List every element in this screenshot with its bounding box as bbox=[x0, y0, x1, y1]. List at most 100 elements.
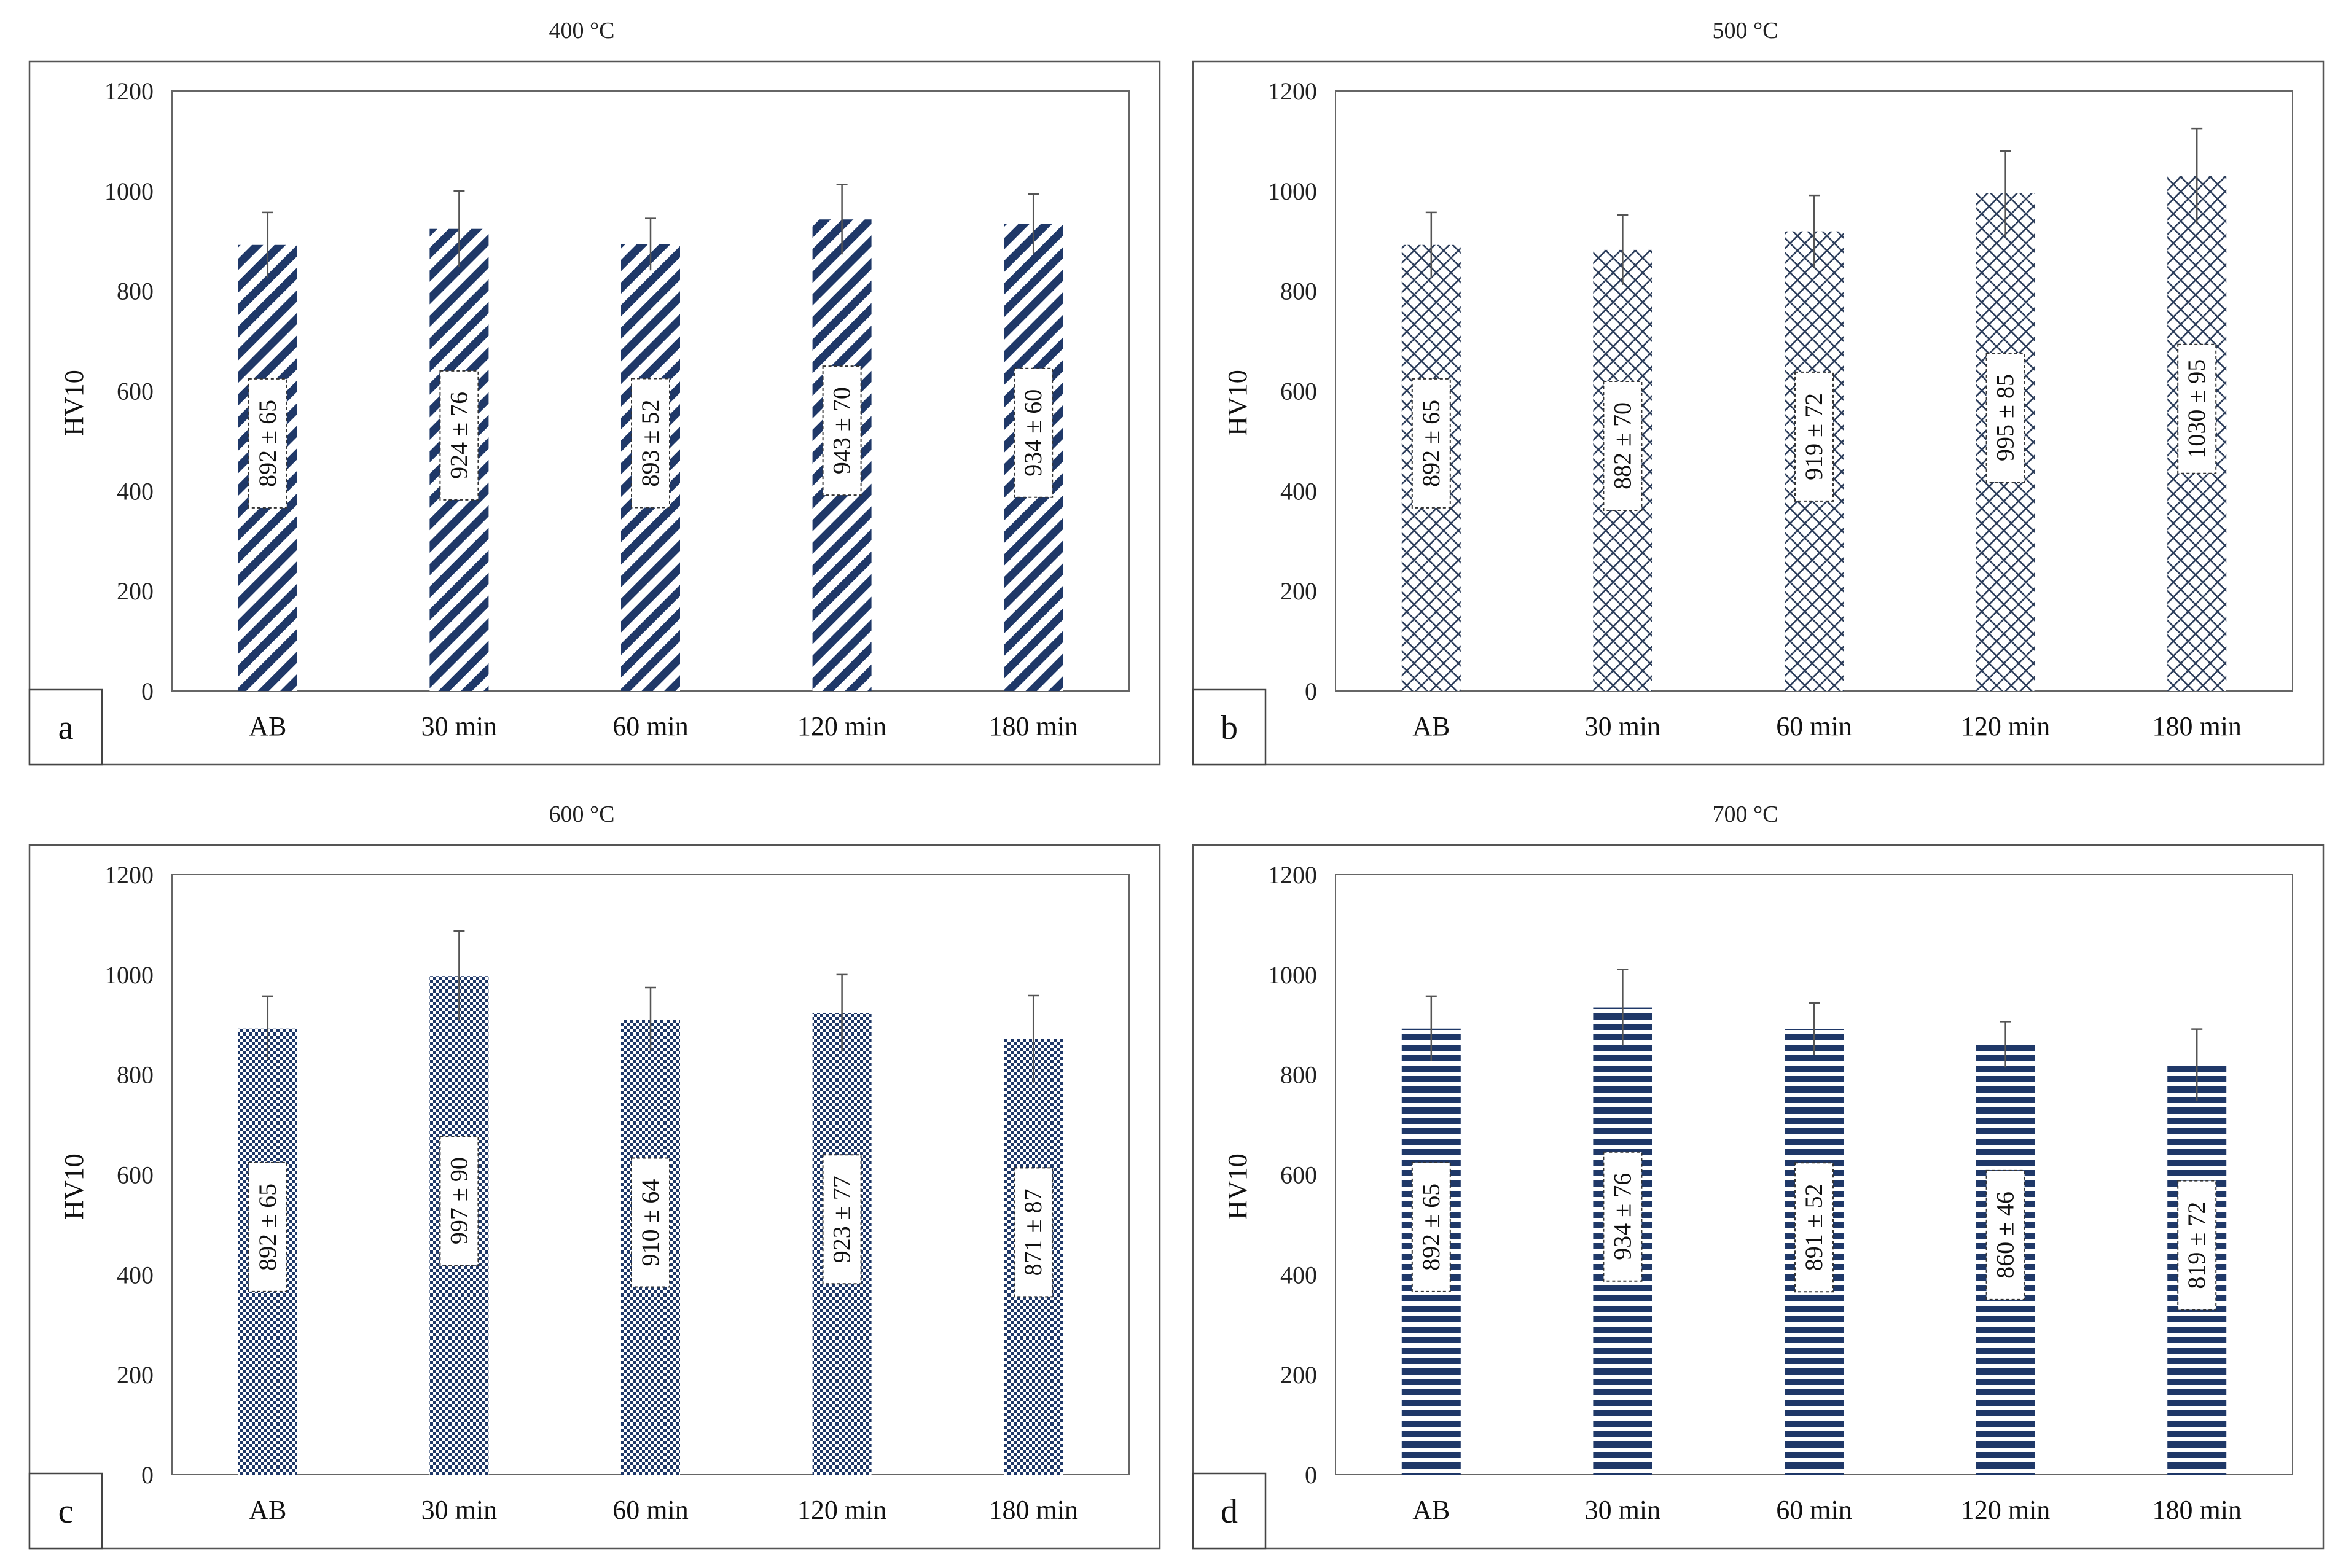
chart-panel-b: 500 °C 0 200 400 600 800 1000 1200 HV10 892 ± 65… bbox=[1164, 0, 2327, 784]
data-label: 882 ± 70 bbox=[1608, 402, 1636, 490]
y-axis-label: HV10 bbox=[1222, 370, 1253, 436]
y-tick-label: 1000 bbox=[1268, 961, 1317, 989]
y-tick-label: 0 bbox=[1305, 677, 1317, 705]
data-label: 891 ± 52 bbox=[1800, 1184, 1828, 1271]
x-tick-label: 30 min bbox=[421, 1495, 497, 1525]
y-tick-label: 1000 bbox=[104, 177, 154, 205]
data-label: 919 ± 72 bbox=[1800, 393, 1828, 480]
data-label: 892 ± 65 bbox=[1417, 400, 1445, 487]
x-tick-label: 60 min bbox=[1776, 711, 1852, 741]
data-label: 871 ± 87 bbox=[1019, 1188, 1047, 1276]
y-tick-label: 600 bbox=[1280, 378, 1317, 405]
x-tick-label: 120 min bbox=[797, 1495, 886, 1525]
chart-frame bbox=[1192, 844, 2325, 1550]
data-label-box bbox=[1603, 380, 1643, 511]
data-label: 934 ± 76 bbox=[1608, 1173, 1636, 1260]
data-label-box bbox=[631, 378, 670, 509]
y-axis-label: HV10 bbox=[1222, 1153, 1253, 1220]
panel-letter-box bbox=[1192, 1472, 1267, 1550]
x-tick-label: 180 min bbox=[2152, 1495, 2241, 1525]
data-label-box bbox=[1411, 1161, 1451, 1292]
y-tick-label: 200 bbox=[1280, 1361, 1317, 1389]
panel-letter-box bbox=[28, 1472, 103, 1550]
chart-title: 600 °C bbox=[549, 802, 615, 827]
data-label-box bbox=[1794, 1162, 1834, 1293]
x-tick-label: AB bbox=[249, 1495, 286, 1525]
x-tick-label: 60 min bbox=[612, 1495, 688, 1525]
y-tick-label: 600 bbox=[117, 1161, 154, 1189]
y-tick-label: 600 bbox=[117, 378, 154, 405]
y-tick-label: 400 bbox=[1280, 477, 1317, 505]
y-tick-label: 800 bbox=[117, 1061, 154, 1089]
y-tick-label: 1200 bbox=[1268, 861, 1317, 889]
x-tick-label: 120 min bbox=[1961, 711, 2050, 741]
x-tick-label: AB bbox=[1412, 711, 1450, 741]
y-tick-label: 1200 bbox=[104, 77, 154, 105]
data-label-box bbox=[1985, 1169, 2025, 1300]
x-tick-label: 30 min bbox=[1585, 711, 1660, 741]
x-tick-label: 180 min bbox=[988, 1495, 1077, 1525]
y-tick-label: 200 bbox=[1280, 577, 1317, 605]
x-tick-label: 30 min bbox=[1585, 1495, 1660, 1525]
y-tick-label: 1200 bbox=[1268, 77, 1317, 105]
y-tick-label: 800 bbox=[1280, 1061, 1317, 1089]
chart-title: 400 °C bbox=[549, 18, 615, 44]
chart-title: 500 °C bbox=[1712, 18, 1778, 44]
x-tick-label: AB bbox=[249, 711, 286, 741]
panel-letter: a bbox=[58, 709, 74, 747]
y-tick-label: 400 bbox=[117, 477, 154, 505]
x-tick-label: AB bbox=[1412, 1495, 1450, 1525]
y-tick-label: 800 bbox=[117, 278, 154, 305]
y-tick-label: 200 bbox=[117, 1361, 154, 1389]
data-label-box bbox=[439, 1136, 479, 1266]
chart-svg: 0 200 400 600 800 1000 1200 HV10 892 ± 65 AB 882 ±… bbox=[1192, 60, 2325, 766]
y-axis-label: HV10 bbox=[59, 370, 89, 436]
data-label-box bbox=[1014, 1167, 1054, 1298]
data-label: 997 ± 90 bbox=[445, 1157, 472, 1244]
y-tick-label: 1000 bbox=[1268, 177, 1317, 205]
x-tick-label: 30 min bbox=[421, 711, 497, 741]
data-label: 819 ± 72 bbox=[2183, 1202, 2210, 1289]
panel-letter: d bbox=[1221, 1492, 1238, 1531]
chart-svg: 0 200 400 600 800 1000 1200 HV10 892 ± 65 AB 997 ±… bbox=[28, 844, 1161, 1550]
data-label: 1030 ± 95 bbox=[2183, 359, 2210, 459]
data-label-box bbox=[1985, 352, 2025, 483]
data-label: 892 ± 65 bbox=[254, 1184, 281, 1271]
data-label-box bbox=[2177, 343, 2217, 474]
x-tick-label: 60 min bbox=[612, 711, 688, 741]
panel-letter-box bbox=[28, 688, 103, 766]
data-label: 943 ± 70 bbox=[828, 387, 856, 474]
data-label-box bbox=[631, 1157, 670, 1288]
data-label: 892 ± 65 bbox=[254, 400, 281, 487]
panel-letter: c bbox=[58, 1492, 74, 1531]
panel-letter-box bbox=[1192, 688, 1267, 766]
chart-panel-d: 700 °C 0 200 400 600 800 1000 1200 HV10 892 ± 65… bbox=[1164, 784, 2327, 1568]
data-label: 910 ± 64 bbox=[636, 1179, 664, 1266]
chart-panel-a: 400 °C 0 200 400 600 800 1000 1200 HV10 892 ± 65… bbox=[0, 0, 1164, 784]
data-label-box bbox=[1014, 367, 1054, 498]
data-label: 923 ± 77 bbox=[828, 1176, 856, 1263]
x-tick-label: 120 min bbox=[1961, 1495, 2050, 1525]
data-label: 893 ± 52 bbox=[636, 399, 664, 486]
y-axis-label: HV10 bbox=[59, 1153, 89, 1220]
data-label-box bbox=[822, 365, 862, 496]
chart-svg: 0 200 400 600 800 1000 1200 HV10 892 ± 65 AB 924 ±… bbox=[28, 60, 1161, 766]
data-label-box bbox=[1411, 378, 1451, 509]
data-label-box bbox=[439, 370, 479, 501]
chart-frame bbox=[28, 60, 1161, 766]
y-tick-label: 600 bbox=[1280, 1161, 1317, 1189]
data-label: 995 ± 85 bbox=[1992, 374, 2019, 461]
chart-frame bbox=[1192, 60, 2325, 766]
y-tick-label: 0 bbox=[141, 677, 154, 705]
data-label-box bbox=[822, 1154, 862, 1285]
chart-title: 700 °C bbox=[1712, 802, 1778, 827]
y-tick-label: 0 bbox=[141, 1461, 154, 1489]
x-tick-label: 180 min bbox=[2152, 711, 2241, 741]
x-tick-label: 60 min bbox=[1776, 1495, 1852, 1525]
data-label: 892 ± 65 bbox=[1417, 1184, 1445, 1271]
data-label-box bbox=[248, 1161, 287, 1292]
y-tick-label: 400 bbox=[117, 1261, 154, 1289]
chart-frame bbox=[28, 844, 1161, 1550]
data-label-box bbox=[1603, 1151, 1643, 1282]
data-label: 934 ± 60 bbox=[1019, 389, 1047, 477]
